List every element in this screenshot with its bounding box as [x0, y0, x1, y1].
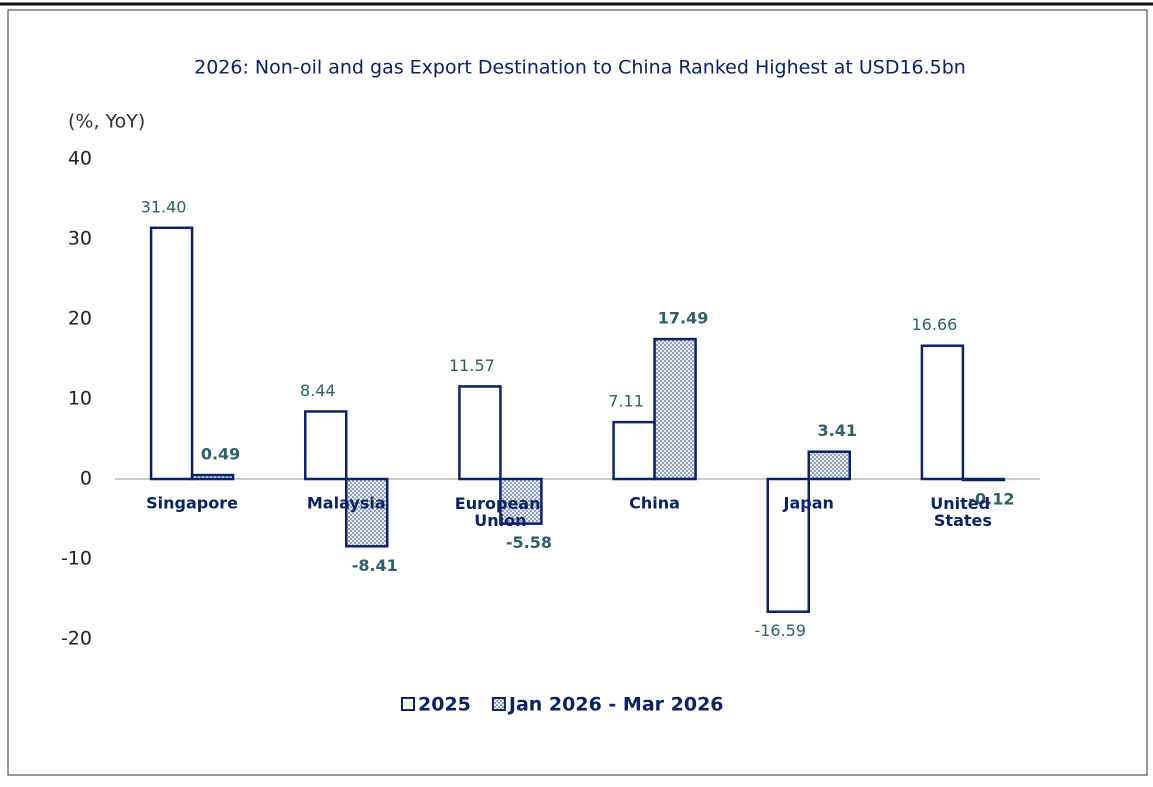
legend-swatch: [401, 697, 415, 711]
bar: [653, 337, 697, 481]
bar: [612, 420, 656, 481]
bar: [458, 385, 502, 481]
y-tick-label: -20: [61, 628, 92, 650]
y-tick-label: 30: [68, 228, 92, 250]
bar: [304, 410, 348, 481]
frame: [7, 9, 1148, 776]
y-axis-label: (%, YoY): [68, 111, 145, 133]
bar: [766, 477, 810, 613]
x-tick-label: Malaysia: [307, 494, 386, 513]
legend-label: 2025: [418, 694, 471, 716]
bar: [149, 226, 194, 481]
value-label: -8.41: [352, 556, 398, 575]
bar: [499, 477, 543, 525]
x-tick-label: Singapore: [146, 494, 238, 513]
y-tick-label: -10: [61, 548, 92, 570]
value-label: 17.49: [658, 309, 709, 328]
bar: [961, 477, 1006, 482]
x-tick-label: Japan: [783, 494, 834, 513]
bar: [190, 473, 235, 481]
value-label: 0.49: [201, 445, 240, 464]
legend-swatch: [491, 697, 506, 711]
value-label: 31.40: [141, 197, 187, 216]
y-tick-label: 10: [68, 388, 92, 410]
value-label: -5.58: [506, 533, 552, 552]
y-tick-label: 40: [68, 148, 92, 170]
bar: [807, 450, 851, 481]
value-label: -0.12: [968, 489, 1014, 508]
value-label: 11.57: [449, 356, 495, 375]
value-label: 7.11: [608, 392, 644, 411]
value-label: 8.44: [300, 381, 336, 400]
legend-label: Jan 2026 - Mar 2026: [507, 694, 724, 716]
bar: [920, 344, 965, 481]
x-tick-label: China: [629, 494, 680, 513]
bar: [345, 477, 389, 548]
x-tick-label: European Union: [455, 494, 546, 530]
x-tick-label: United States: [930, 494, 995, 530]
chart-title: 2026: Non-oil and gas Export Destination…: [194, 57, 966, 79]
value-label: 3.41: [818, 421, 857, 440]
value-label: -16.59: [754, 621, 806, 640]
value-label: 16.66: [912, 315, 958, 334]
y-tick-label: 20: [68, 308, 92, 330]
y-tick-label: 0: [80, 468, 92, 490]
